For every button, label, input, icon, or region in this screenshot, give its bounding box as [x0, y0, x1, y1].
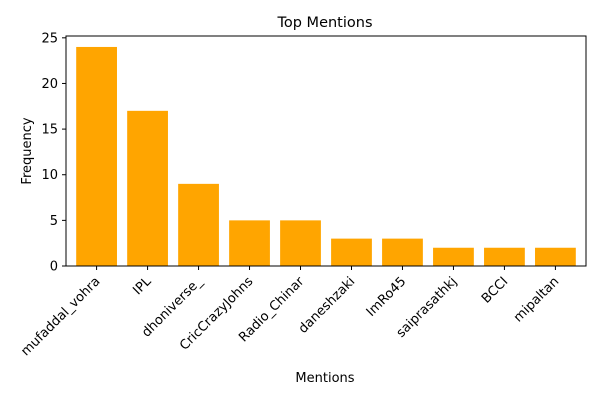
y-tick-label: 10 — [41, 168, 58, 183]
x-tick-label: BCCI — [479, 274, 511, 306]
y-axis-ticks: 0 5 10 15 20 25 — [41, 31, 66, 275]
bar-Radio_Chinar — [280, 220, 321, 266]
bar-mufaddal_vohra — [76, 46, 117, 267]
bar-IPL — [127, 110, 168, 266]
x-axis-ticks: mufaddal_vohra IPLdhoniverse_CricCrazyJoh… — [18, 266, 562, 359]
bars-group — [76, 46, 576, 267]
bar-mipaltan — [535, 247, 576, 266]
y-tick-label: 20 — [41, 77, 58, 92]
y-axis-label: Frequency — [20, 117, 35, 184]
y-tick-label: 25 — [41, 31, 58, 46]
bar-CricCrazyJohns — [229, 220, 270, 266]
y-tick-label: 15 — [41, 123, 58, 138]
bar-daneshzaki — [331, 238, 372, 266]
chart-title: Top Mentions — [276, 15, 372, 31]
bar-ImRo45 — [382, 238, 423, 266]
x-tick-label: mufaddal_vohra — [18, 274, 103, 359]
y-tick-label: 0 — [50, 260, 58, 275]
bar-BCCI — [484, 247, 525, 266]
x-tick-label: IPL — [130, 274, 155, 299]
x-axis-label: Mentions — [295, 371, 354, 386]
y-tick-label: 5 — [50, 214, 58, 229]
plot-frame — [65, 35, 587, 267]
x-tick-label: mipaltan — [511, 274, 562, 325]
bar-dhoniverse_ — [178, 183, 219, 266]
x-tick-label: ImRo45 — [364, 274, 410, 320]
bar-saiprasathkj — [433, 247, 474, 266]
